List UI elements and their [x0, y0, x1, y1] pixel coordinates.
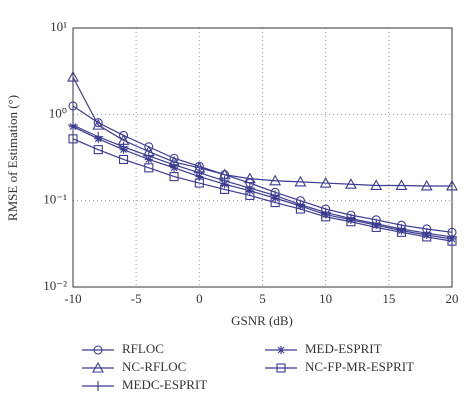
- marker: [245, 186, 254, 195]
- legend-item: NC-FP-MR-ESPRIT: [265, 359, 414, 374]
- marker: [169, 172, 179, 182]
- marker: [372, 221, 381, 230]
- legend-label: MEDC-ESPRIT: [122, 377, 207, 392]
- legend-item: RFLOC: [82, 341, 164, 356]
- x-tick-label: 15: [382, 291, 395, 306]
- marker: [118, 154, 129, 165]
- marker: [94, 134, 103, 143]
- marker: [195, 172, 204, 181]
- marker: [296, 201, 305, 210]
- series-line: [72, 124, 453, 238]
- marker: [395, 179, 408, 191]
- marker: [370, 179, 383, 191]
- marker: [396, 227, 407, 237]
- marker: [92, 361, 104, 373]
- marker: [93, 118, 103, 128]
- legend-item: MED-ESPRIT: [265, 341, 382, 356]
- marker: [93, 345, 103, 355]
- marker: [294, 175, 307, 187]
- marker: [69, 122, 77, 131]
- series-line: [72, 126, 453, 240]
- marker: [295, 204, 305, 214]
- series-line: [72, 76, 452, 187]
- legend-label: NC-FP-MR-ESPRIT: [305, 359, 414, 374]
- marker: [270, 198, 280, 208]
- marker: [220, 184, 230, 194]
- marker: [93, 145, 103, 155]
- x-tick-label: 20: [446, 291, 459, 306]
- marker: [144, 155, 153, 164]
- marker: [269, 174, 282, 186]
- series-line: [72, 138, 453, 242]
- marker: [67, 70, 79, 82]
- marker: [68, 101, 78, 111]
- marker: [420, 179, 433, 191]
- marker: [344, 178, 357, 189]
- x-tick-label: -5: [131, 291, 142, 306]
- x-axis-label: GSNR (dB): [231, 313, 293, 328]
- marker: [447, 236, 457, 246]
- y-tick-label: 10¹: [50, 19, 67, 34]
- marker: [321, 210, 330, 219]
- y-tick-label: 10⁻¹: [43, 192, 67, 207]
- marker: [68, 134, 78, 144]
- x-tick-label: 5: [259, 291, 266, 306]
- marker: [118, 130, 129, 140]
- marker: [346, 215, 355, 224]
- marker: [277, 346, 285, 354]
- plot-frame: [72, 27, 453, 288]
- marker: [243, 172, 256, 184]
- x-tick-label: 0: [196, 291, 203, 306]
- x-tick-label: 10: [319, 291, 332, 306]
- marker: [194, 178, 204, 188]
- marker: [397, 226, 406, 235]
- x-tick-label: -10: [64, 291, 81, 306]
- marker: [144, 142, 154, 152]
- marker: [245, 190, 255, 200]
- marker: [321, 212, 331, 222]
- y-axis-label: RMSE of Estimation (°): [5, 95, 20, 221]
- series-line: [72, 105, 453, 233]
- y-tick-label: 10⁻²: [43, 278, 67, 293]
- marker: [319, 176, 332, 188]
- legend-label: NC-RFLOC: [122, 359, 186, 374]
- legend-label: RFLOC: [122, 341, 164, 356]
- legend-item: NC-RFLOC: [82, 359, 186, 374]
- marker: [170, 163, 179, 172]
- marker: [93, 381, 103, 391]
- marker: [422, 232, 432, 242]
- marker: [446, 179, 458, 191]
- y-tick-label: 10⁰: [49, 105, 67, 120]
- marker: [346, 217, 356, 227]
- marker: [276, 363, 286, 373]
- marker: [422, 231, 431, 240]
- marker: [220, 180, 229, 189]
- marker: [371, 222, 381, 232]
- marker: [92, 118, 105, 130]
- marker: [119, 145, 128, 154]
- legend-label: MED-ESPRIT: [305, 341, 382, 356]
- marker: [144, 163, 154, 173]
- legend-item: MEDC-ESPRIT: [82, 377, 207, 392]
- marker: [448, 234, 456, 243]
